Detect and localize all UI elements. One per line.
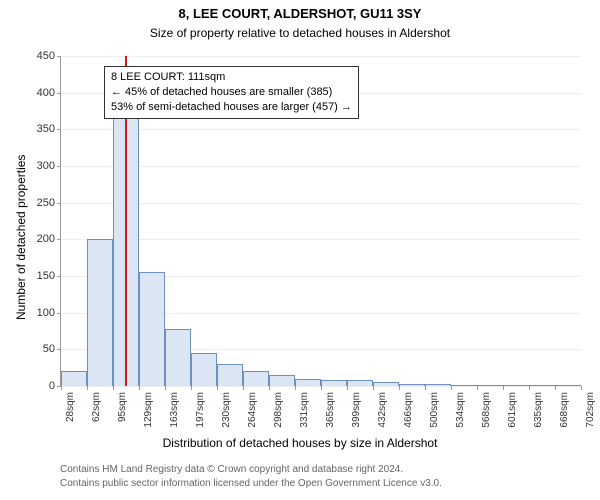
histogram-bar bbox=[243, 371, 269, 386]
xtick-label: 500sqm bbox=[429, 392, 440, 428]
xtick-mark bbox=[347, 386, 348, 390]
xtick-mark bbox=[399, 386, 400, 390]
ytick-label: 100 bbox=[37, 307, 55, 319]
annotation-box: 8 LEE COURT: 111sqm ← 45% of detached ho… bbox=[104, 66, 359, 119]
ytick-mark bbox=[57, 313, 61, 314]
y-axis-label: Number of detached properties bbox=[14, 155, 28, 320]
xtick-mark bbox=[425, 386, 426, 390]
histogram-bar bbox=[503, 385, 529, 386]
ytick-mark bbox=[57, 166, 61, 167]
xtick-mark bbox=[373, 386, 374, 390]
xtick-label: 331sqm bbox=[299, 392, 310, 428]
histogram-bar bbox=[373, 382, 399, 386]
ytick-mark bbox=[57, 203, 61, 204]
xtick-mark bbox=[61, 386, 62, 390]
ytick-mark bbox=[57, 56, 61, 57]
xtick-label: 399sqm bbox=[351, 392, 362, 428]
ytick-label: 400 bbox=[37, 87, 55, 99]
ytick-mark bbox=[57, 129, 61, 130]
xtick-label: 62sqm bbox=[91, 392, 102, 422]
grid-line bbox=[61, 166, 581, 167]
xtick-mark bbox=[503, 386, 504, 390]
xtick-label: 298sqm bbox=[273, 392, 284, 428]
xtick-label: 466sqm bbox=[403, 392, 414, 428]
xtick-mark bbox=[269, 386, 270, 390]
ytick-label: 350 bbox=[37, 123, 55, 135]
xtick-mark bbox=[529, 386, 530, 390]
ytick-mark bbox=[57, 93, 61, 94]
ytick-label: 200 bbox=[37, 233, 55, 245]
xtick-label: 28sqm bbox=[65, 392, 76, 422]
histogram-bar bbox=[87, 239, 113, 386]
histogram-bar bbox=[399, 384, 425, 386]
xtick-label: 365sqm bbox=[325, 392, 336, 428]
ytick-label: 300 bbox=[37, 160, 55, 172]
xtick-mark bbox=[87, 386, 88, 390]
xtick-label: 163sqm bbox=[169, 392, 180, 428]
histogram-bar bbox=[295, 379, 321, 386]
xtick-mark bbox=[191, 386, 192, 390]
ytick-label: 50 bbox=[43, 343, 55, 355]
histogram-bar bbox=[425, 384, 451, 386]
histogram-bar bbox=[477, 385, 503, 386]
histogram-bar bbox=[61, 371, 87, 386]
annotation-line-2: ← 45% of detached houses are smaller (38… bbox=[111, 85, 352, 100]
xtick-label: 230sqm bbox=[221, 392, 232, 428]
histogram-bar bbox=[139, 272, 165, 386]
xtick-mark bbox=[555, 386, 556, 390]
histogram-bar bbox=[529, 385, 555, 386]
xtick-label: 129sqm bbox=[143, 392, 154, 428]
xtick-label: 702sqm bbox=[585, 392, 596, 428]
xtick-mark bbox=[243, 386, 244, 390]
xtick-mark bbox=[165, 386, 166, 390]
chart-title: 8, LEE COURT, ALDERSHOT, GU11 3SY bbox=[0, 6, 600, 21]
ytick-mark bbox=[57, 276, 61, 277]
annotation-line-1: 8 LEE COURT: 111sqm bbox=[111, 70, 352, 85]
xtick-label: 197sqm bbox=[195, 392, 206, 428]
grid-line bbox=[61, 56, 581, 57]
grid-line bbox=[61, 203, 581, 204]
footer-line-1: Contains HM Land Registry data © Crown c… bbox=[60, 464, 403, 475]
chart-container: { "title": "8, LEE COURT, ALDERSHOT, GU1… bbox=[0, 0, 600, 500]
histogram-bar bbox=[269, 375, 295, 386]
xtick-mark bbox=[451, 386, 452, 390]
xtick-mark bbox=[113, 386, 114, 390]
xtick-mark bbox=[139, 386, 140, 390]
grid-line bbox=[61, 129, 581, 130]
ytick-mark bbox=[57, 349, 61, 350]
histogram-bar bbox=[165, 329, 191, 386]
annotation-line-3: 53% of semi-detached houses are larger (… bbox=[111, 100, 352, 115]
ytick-label: 150 bbox=[37, 270, 55, 282]
ytick-label: 250 bbox=[37, 197, 55, 209]
xtick-label: 568sqm bbox=[481, 392, 492, 428]
x-axis-label: Distribution of detached houses by size … bbox=[0, 436, 600, 450]
ytick-label: 0 bbox=[49, 380, 55, 392]
xtick-label: 668sqm bbox=[559, 392, 570, 428]
histogram-bar bbox=[217, 364, 243, 386]
xtick-label: 601sqm bbox=[507, 392, 518, 428]
xtick-mark bbox=[581, 386, 582, 390]
xtick-label: 534sqm bbox=[455, 392, 466, 428]
histogram-bar bbox=[191, 353, 217, 386]
grid-line bbox=[61, 239, 581, 240]
xtick-mark bbox=[477, 386, 478, 390]
histogram-bar bbox=[321, 380, 347, 386]
xtick-label: 95sqm bbox=[117, 392, 128, 422]
histogram-bar bbox=[555, 385, 581, 386]
chart-subtitle: Size of property relative to detached ho… bbox=[0, 26, 600, 40]
xtick-label: 432sqm bbox=[377, 392, 388, 428]
histogram-bar bbox=[347, 380, 373, 386]
histogram-bar bbox=[451, 385, 477, 386]
xtick-label: 264sqm bbox=[247, 392, 258, 428]
xtick-label: 635sqm bbox=[533, 392, 544, 428]
ytick-mark bbox=[57, 239, 61, 240]
xtick-mark bbox=[295, 386, 296, 390]
footer-line-2: Contains public sector information licen… bbox=[60, 478, 442, 489]
ytick-label: 450 bbox=[37, 50, 55, 62]
xtick-mark bbox=[217, 386, 218, 390]
xtick-mark bbox=[321, 386, 322, 390]
